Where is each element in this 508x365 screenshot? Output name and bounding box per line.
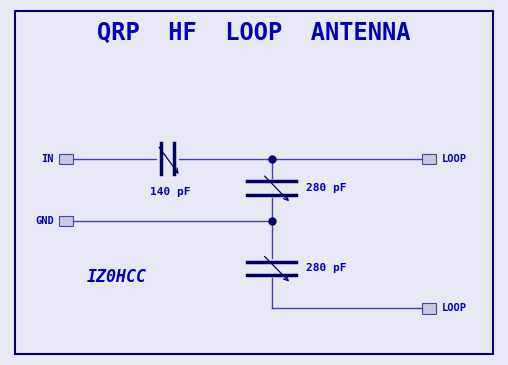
Bar	[422, 154, 436, 164]
Text: 280 pF: 280 pF	[306, 183, 347, 193]
Bar	[59, 216, 73, 226]
Bar	[422, 303, 436, 314]
Text: IN: IN	[41, 154, 54, 164]
Text: QRP  HF  LOOP  ANTENNA: QRP HF LOOP ANTENNA	[97, 21, 411, 45]
Bar	[59, 154, 73, 164]
Text: IZ0HCC: IZ0HCC	[87, 268, 147, 287]
Text: GND: GND	[35, 216, 54, 226]
Text: 280 pF: 280 pF	[306, 263, 347, 273]
Text: LOOP: LOOP	[441, 303, 466, 314]
Text: 140 pF: 140 pF	[150, 187, 190, 197]
Text: LOOP: LOOP	[441, 154, 466, 164]
